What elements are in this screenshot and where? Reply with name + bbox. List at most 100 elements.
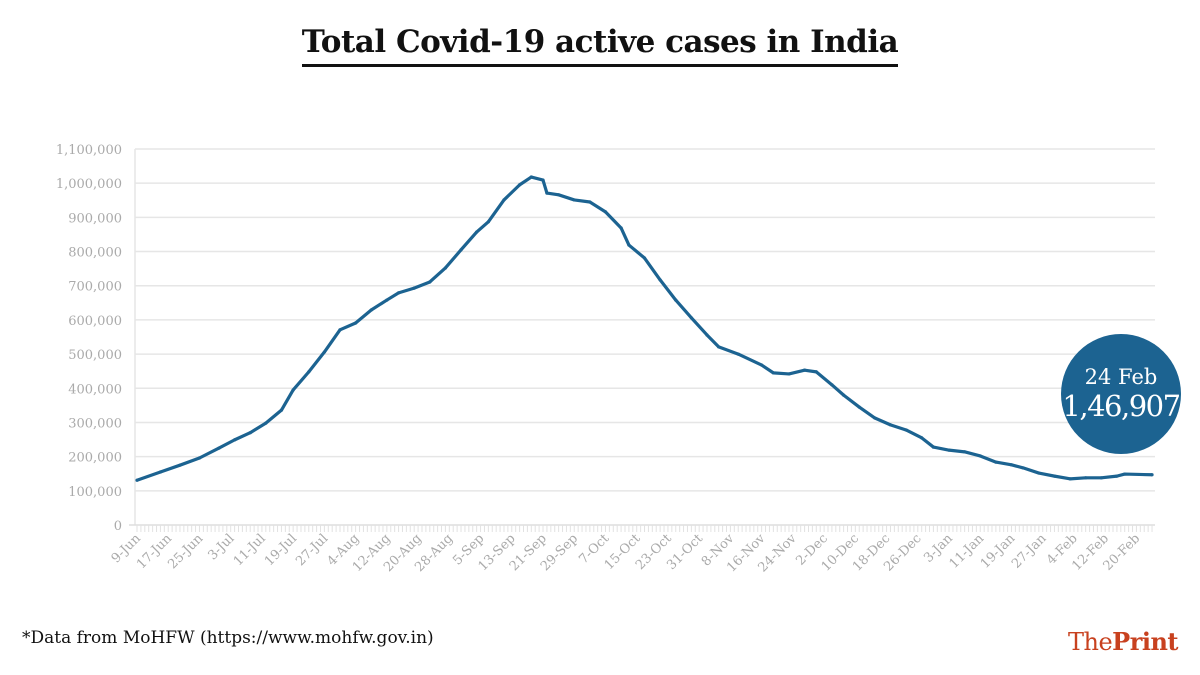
- x-tick-label: 31-Oct: [664, 531, 706, 573]
- data-point: [674, 298, 678, 302]
- data-point: [658, 278, 662, 282]
- data-point: [545, 191, 549, 195]
- data-point: [842, 393, 846, 397]
- data-point: [307, 370, 311, 374]
- data-point: [1037, 471, 1041, 475]
- y-tick-label: 400,000: [68, 382, 122, 397]
- data-point: [888, 423, 893, 427]
- gridlines: [129, 148, 1155, 532]
- data-point: [264, 421, 268, 425]
- data-point: [1068, 477, 1072, 481]
- data-point: [428, 280, 432, 284]
- data-point: [135, 478, 139, 482]
- data-point: [354, 321, 358, 325]
- data-point: [233, 438, 237, 442]
- data-point: [931, 445, 936, 449]
- chart-title-text: Total Covid-19 active cases in India: [301, 24, 899, 67]
- data-point: [291, 388, 295, 392]
- y-tick-label: 100,000: [68, 485, 122, 500]
- data-point: [873, 416, 877, 420]
- data-point: [771, 371, 775, 375]
- logo-the: The: [1068, 628, 1113, 656]
- data-point: [736, 352, 740, 356]
- data-point: [904, 428, 908, 432]
- callout-circle: [1061, 334, 1181, 454]
- y-tick-label: 600,000: [68, 314, 122, 329]
- callout-date: 24 Feb: [1085, 365, 1158, 389]
- data-point: [486, 220, 490, 224]
- data-point: [385, 298, 389, 302]
- data-point: [178, 463, 182, 467]
- data-point: [1021, 466, 1025, 470]
- latest-value-callout: 24 Feb 1,46,907: [1061, 334, 1181, 454]
- data-point: [459, 248, 463, 252]
- data-point: [396, 291, 401, 295]
- data-point: [830, 383, 834, 387]
- data-point: [1123, 472, 1127, 476]
- active-cases-line: [136, 175, 1153, 482]
- data-point: [572, 198, 576, 202]
- data-point: [1099, 476, 1103, 480]
- data-point: [603, 210, 608, 214]
- data-point: [1052, 474, 1057, 478]
- series: [135, 175, 1154, 482]
- data-point: [529, 175, 533, 179]
- data-point: [963, 450, 967, 454]
- data-point: [443, 266, 448, 270]
- data-point: [322, 350, 326, 354]
- data-point: [1115, 474, 1119, 478]
- data-point: [279, 408, 284, 412]
- data-point: [857, 405, 861, 409]
- y-tick-label: 1,100,000: [56, 143, 122, 158]
- data-point: [475, 230, 479, 234]
- data-point: [978, 454, 982, 458]
- data-point: [814, 370, 818, 374]
- data-point: [705, 333, 709, 337]
- data-point: [557, 193, 561, 197]
- data-point: [920, 436, 924, 440]
- data-point: [1150, 473, 1154, 477]
- x-tick-label: 27-Jan: [1009, 531, 1050, 572]
- theprint-logo: ThePrint: [1068, 627, 1179, 656]
- x-tick-label: 11-Jul: [231, 531, 269, 569]
- data-point: [412, 286, 416, 290]
- chart-title: Total Covid-19 active cases in India: [0, 24, 1200, 67]
- y-tick-label: 700,000: [68, 280, 122, 295]
- x-tick-label: 19-Jul: [262, 531, 300, 569]
- y-tick-label: 300,000: [68, 416, 122, 431]
- data-point: [541, 178, 545, 182]
- data-point: [197, 456, 202, 460]
- y-axis-ticks: 0 100,000 200,000 300,000 400,000 500,000 600,…: [56, 143, 122, 534]
- data-point: [787, 372, 791, 376]
- data-point: [158, 470, 163, 474]
- data-point: [248, 431, 252, 435]
- y-tick-label: 800,000: [68, 246, 122, 261]
- data-point: [369, 308, 373, 312]
- data-point: [502, 198, 506, 202]
- data-point: [619, 226, 623, 230]
- x-tick-label: 27-Jul: [293, 531, 331, 569]
- y-tick-label: 900,000: [68, 211, 122, 226]
- data-point: [627, 243, 631, 247]
- x-tick-label: 25-Jun: [165, 531, 206, 572]
- callout-value: 1,46,907: [1062, 389, 1179, 423]
- data-point: [1084, 476, 1088, 480]
- data-point: [1009, 463, 1014, 467]
- data-point: [338, 328, 342, 332]
- y-tick-label: 200,000: [68, 451, 122, 466]
- y-tick-label: 1,000,000: [56, 177, 122, 192]
- data-point: [947, 448, 951, 452]
- data-point: [217, 446, 221, 450]
- data-point: [689, 316, 693, 320]
- data-point: [588, 200, 592, 204]
- data-point: [802, 368, 807, 372]
- data-point: [994, 460, 998, 464]
- logo-print: Print: [1112, 627, 1179, 656]
- data-point: [517, 183, 522, 187]
- y-tick-label: 0: [114, 519, 122, 534]
- data-point: [760, 363, 764, 367]
- data-point: [642, 256, 647, 260]
- data-source-note: *Data from MoHFW (https://www.mohfw.gov.…: [22, 628, 434, 648]
